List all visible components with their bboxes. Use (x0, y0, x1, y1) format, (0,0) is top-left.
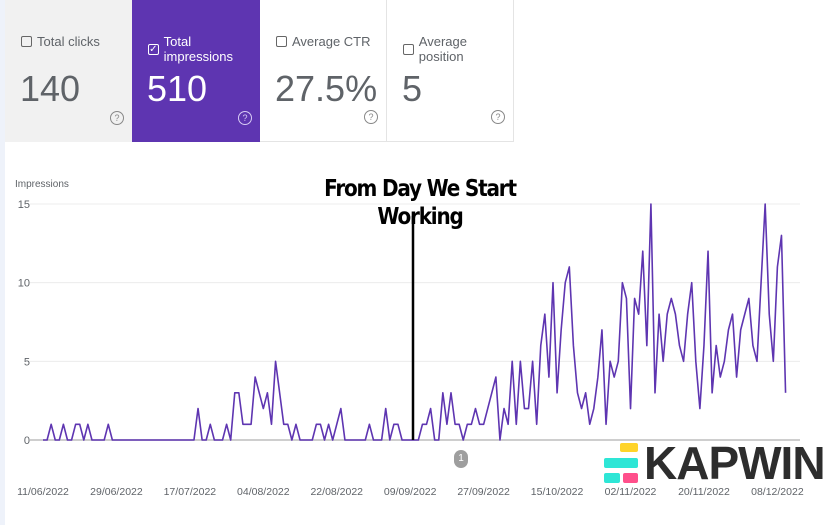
x-tick-label: 02/11/2022 (605, 486, 657, 498)
x-tick-label: 08/12/2022 (751, 486, 804, 498)
y-tick-label: 15 (18, 199, 30, 211)
metric-card-total-impressions[interactable]: ✓ Total impressions 510 ? (132, 0, 260, 142)
y-tick-label: 5 (24, 356, 30, 368)
metric-card-average-ctr[interactable]: Average CTR 27.5% ? (260, 0, 387, 142)
x-tick-label: 29/06/2022 (90, 486, 143, 498)
x-tick-label: 09/09/2022 (384, 486, 437, 498)
impressions-line (43, 203, 787, 441)
x-tick-label: 17/07/2022 (164, 486, 217, 498)
metric-label: Total impressions (163, 34, 233, 64)
annotation-marker[interactable]: 1 (454, 450, 468, 468)
metric-cards: Total clicks 140 ? ✓ Total impressions 51… (5, 0, 515, 142)
x-tick-label: 20/11/2022 (678, 486, 730, 498)
annotation-text: From Day We Start Working (324, 174, 517, 230)
help-circle-icon[interactable]: ? (110, 111, 124, 125)
x-tick-label: 27/09/2022 (457, 486, 510, 498)
metric-label: Average CTR (292, 34, 371, 49)
metric-value: 27.5% (275, 68, 378, 109)
page-edge (0, 0, 5, 525)
x-tick-label: 15/10/2022 (531, 486, 584, 498)
y-axis-label: Impressions (15, 179, 69, 190)
metric-value: 510 (147, 68, 208, 109)
checkbox-unchecked-icon[interactable] (276, 36, 287, 47)
x-tick-label: 22/08/2022 (310, 486, 363, 498)
metric-card-average-position[interactable]: Average position 5 ? (387, 0, 514, 142)
checkbox-unchecked-icon[interactable] (21, 36, 32, 47)
y-tick-label: 0 (24, 435, 30, 447)
kapwing-watermark-logo: KAPWING (604, 438, 825, 488)
x-tick-label: 04/08/2022 (237, 486, 290, 498)
metric-value: 5 (402, 68, 423, 109)
metric-label: Average position (418, 34, 467, 64)
help-circle-icon[interactable]: ? (238, 111, 252, 125)
x-tick-label: 11/06/2022 (17, 486, 69, 498)
metric-label: Total clicks (37, 34, 100, 49)
help-circle-icon[interactable]: ? (364, 110, 378, 124)
metric-value: 140 (20, 68, 81, 109)
checkbox-checked-icon[interactable]: ✓ (148, 43, 159, 55)
y-tick-label: 10 (18, 278, 30, 290)
watermark-text: KAPWING (644, 437, 825, 489)
metric-card-total-clicks[interactable]: Total clicks 140 ? (5, 0, 132, 142)
help-circle-icon[interactable]: ? (491, 110, 505, 124)
checkbox-unchecked-icon[interactable] (403, 43, 414, 55)
